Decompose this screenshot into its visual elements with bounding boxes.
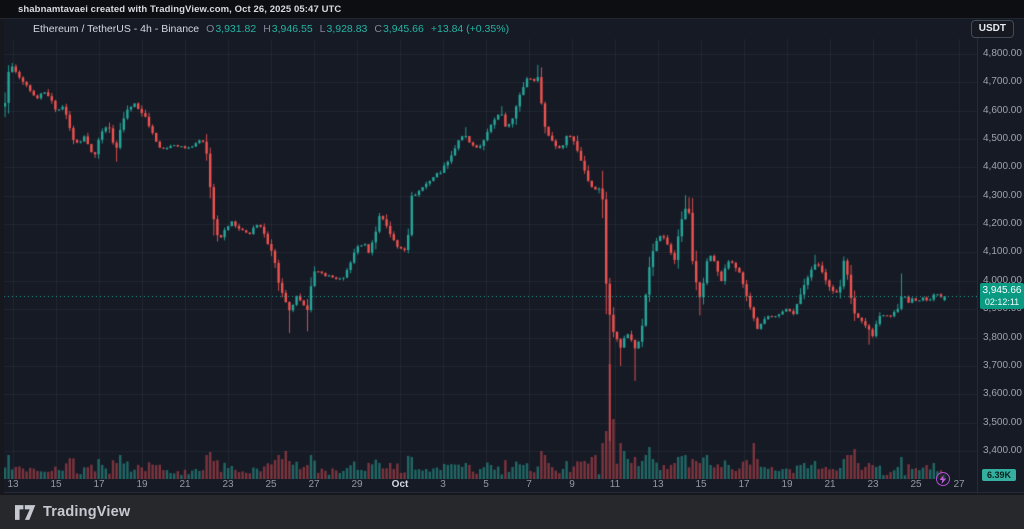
time-axis-label: 11 (609, 479, 621, 490)
price-axis-label: 4,400.00 (983, 161, 1022, 173)
time-axis-label: 25 (910, 479, 922, 490)
time-axis-label: 19 (781, 479, 793, 490)
time-axis-label: 21 (824, 479, 836, 490)
tradingview-brand-text: TradingView (43, 504, 131, 520)
price-axis-label: 4,300.00 (983, 189, 1022, 201)
ohlc-high: H3,946.55 (263, 23, 313, 35)
time-axis-label: 27 (308, 479, 320, 490)
price-axis-label: 3,500.00 (983, 416, 1022, 428)
ohlc-open: O3,931.82 (206, 23, 257, 35)
price-change: +13.84 (+0.35%) (430, 23, 510, 35)
price-axis[interactable]: 3,945.66 02:12:11 6.39K (977, 19, 1024, 494)
time-axis-label: 3 (440, 479, 446, 490)
left-strip (0, 19, 4, 494)
bar-countdown: 02:12:11 (984, 296, 1020, 307)
time-axis-label: 23 (867, 479, 879, 490)
time-axis-label: 25 (265, 479, 277, 490)
time-axis-label: 19 (136, 479, 148, 490)
ohlc-low: L3,928.83 (319, 23, 368, 35)
tradingview-logo-icon (15, 504, 36, 520)
symbol-legend: Ethereum / TetherUS - 4h - Binance O3,93… (33, 22, 509, 36)
chart-widget: Ethereum / TetherUS - 4h - Binance O3,93… (0, 18, 1024, 494)
price-axis-label: 3,600.00 (983, 388, 1022, 400)
candlestick-chart[interactable] (0, 19, 977, 479)
symbol-title: Ethereum / TetherUS - 4h - Binance (33, 23, 200, 35)
time-axis-label: 17 (738, 479, 750, 490)
time-axis-label: 29 (351, 479, 363, 490)
price-axis-label: 4,500.00 (983, 133, 1022, 145)
time-axis-label: Oct (391, 479, 409, 490)
time-axis-label: 23 (222, 479, 234, 490)
price-axis-label: 4,200.00 (983, 218, 1022, 230)
tradingview-home-link[interactable]: TradingView (15, 504, 130, 520)
time-axis-label: 13 (652, 479, 664, 490)
footer-bar: TradingView (0, 495, 1024, 529)
attribution-text: shabnamtavaei created with TradingView.c… (18, 3, 342, 15)
price-axis-label: 3,400.00 (983, 444, 1022, 456)
time-axis-label: 17 (93, 479, 105, 490)
ohlc-close: C3,945.66 (374, 23, 424, 35)
volume-badge: 6.39K (982, 469, 1016, 481)
last-price-badge: 3,945.66 02:12:11 (980, 283, 1024, 309)
time-axis-label: 7 (526, 479, 532, 490)
price-axis-label: 3,700.00 (983, 359, 1022, 371)
quote-currency-button[interactable]: USDT (970, 20, 1014, 38)
last-price-value: 3,945.66 (982, 284, 1022, 296)
price-axis-label: 3,800.00 (983, 331, 1022, 343)
price-axis-label: 4,700.00 (983, 76, 1022, 88)
lightning-icon (939, 474, 947, 484)
price-axis-label: 4,600.00 (983, 104, 1022, 116)
time-axis-label: 13 (7, 479, 19, 490)
time-axis-label: 27 (953, 479, 965, 490)
price-axis-label: 4,100.00 (983, 246, 1022, 258)
time-axis-label: 9 (569, 479, 575, 490)
time-axis-label: 15 (695, 479, 707, 490)
attribution-bar: shabnamtavaei created with TradingView.c… (0, 0, 1024, 18)
replay-marker-icon[interactable] (936, 472, 950, 486)
time-axis-label: 15 (50, 479, 62, 490)
price-axis-label: 4,800.00 (983, 48, 1022, 59)
time-axis-label: 5 (483, 479, 489, 490)
price-axis-label: 4,000.00 (983, 274, 1022, 286)
time-axis-label: 21 (179, 479, 191, 490)
